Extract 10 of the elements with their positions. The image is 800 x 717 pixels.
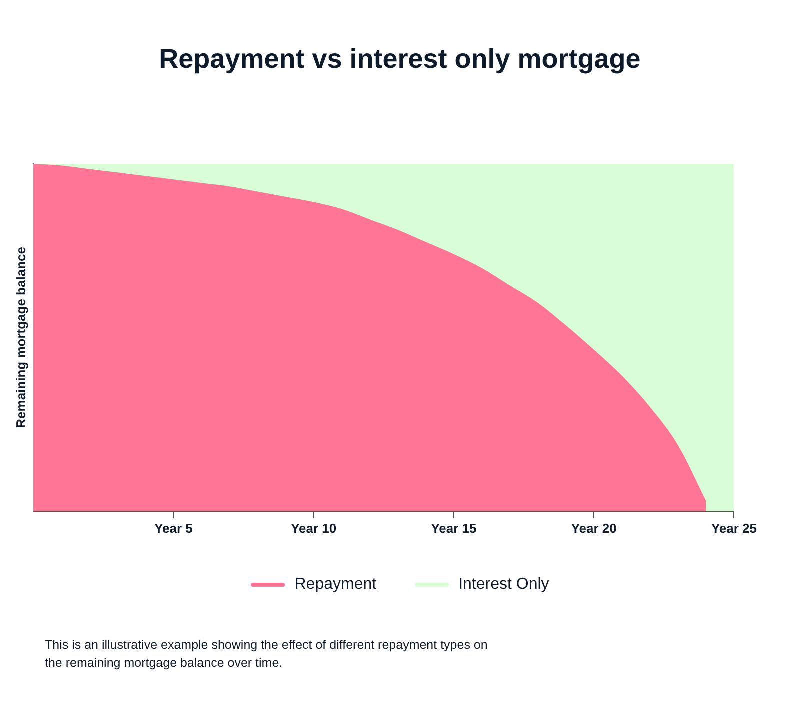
chart-title: Repayment vs interest only mortgage	[158, 44, 642, 75]
x-tick-label: Year 20	[571, 520, 617, 536]
text: This is an illustrative example showing the effect of different repayment types on the remaining mortgage balance over time.	[45, 637, 489, 672]
x-tick-label: Year 15	[431, 520, 477, 536]
y-axis-title: Remaining mortgage balance	[13, 247, 28, 428]
x-tick-label: Year 5	[154, 520, 193, 536]
legend-label: Interest Only	[458, 576, 550, 594]
legend-label: Repayment	[294, 576, 377, 594]
x-tick-label: Year 25	[711, 520, 757, 536]
x-tick-label: Year 10	[291, 520, 337, 536]
